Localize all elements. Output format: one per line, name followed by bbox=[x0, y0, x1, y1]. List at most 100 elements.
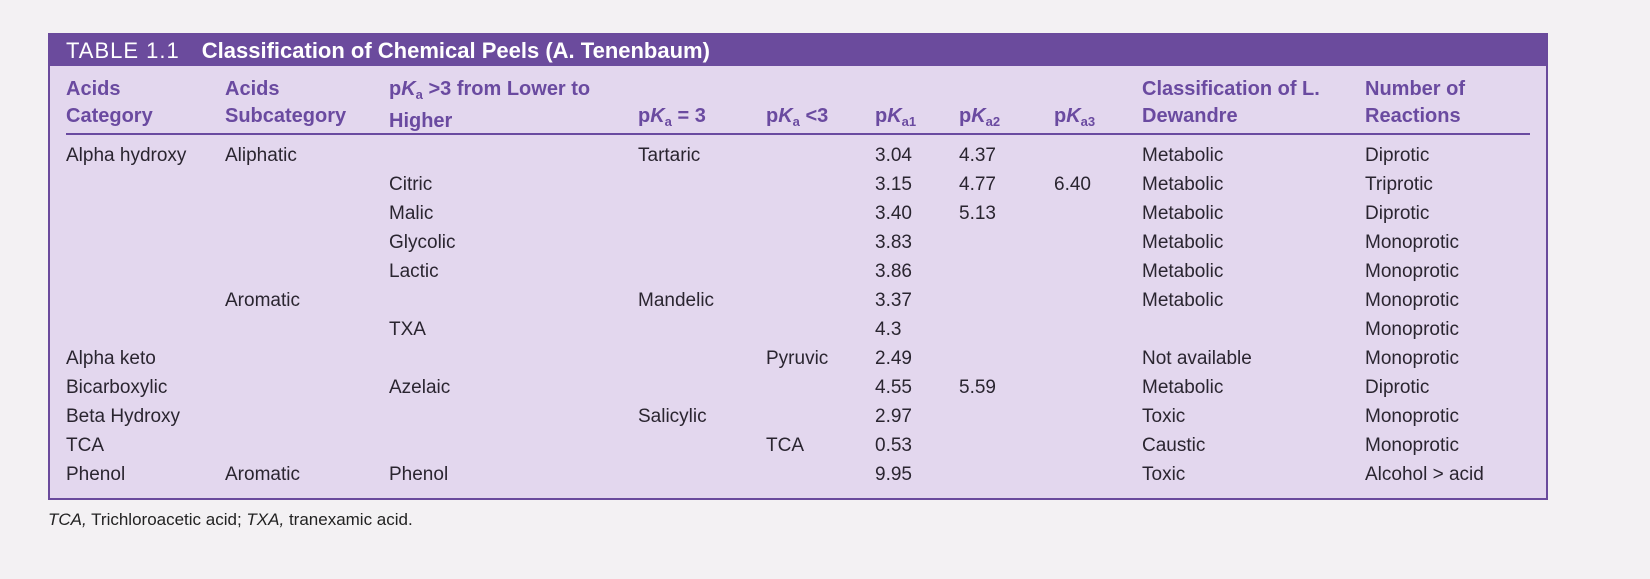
header-number-of-reactions: Number of Reactions bbox=[1365, 76, 1465, 130]
table-cell: 3.37 bbox=[875, 290, 912, 311]
table-cell: 3.15 bbox=[875, 174, 912, 195]
header-line: Subcategory bbox=[225, 105, 347, 127]
footnote-abbr: TCA, bbox=[48, 510, 87, 529]
table-row: Beta Hydroxy Salicylic 2.97 Toxic Monoprotic bbox=[50, 406, 1546, 435]
table-cell: Aliphatic bbox=[225, 145, 297, 166]
header-acids-category: Acids Category bbox=[66, 76, 153, 130]
table-title-bar: TABLE 1.1 Classification of Chemical Pee… bbox=[50, 35, 1546, 66]
table-cell: Malic bbox=[389, 203, 434, 224]
header-part: K bbox=[401, 78, 416, 100]
table-cell: Aromatic bbox=[225, 290, 300, 311]
table-row: Aromatic Mandelic 3.37 Metabolic Monoprotic bbox=[50, 290, 1546, 319]
header-part: K bbox=[1066, 105, 1081, 127]
table-cell: 4.55 bbox=[875, 377, 912, 398]
header-part: p bbox=[959, 105, 972, 127]
table-cell: TCA bbox=[766, 435, 804, 456]
table-cell: Diprotic bbox=[1365, 145, 1430, 166]
header-pka2: pKa2 bbox=[959, 103, 1000, 135]
table-cell: Metabolic bbox=[1142, 145, 1224, 166]
header-part: >3 from Lower to bbox=[422, 78, 591, 100]
table-cell: 3.86 bbox=[875, 261, 912, 282]
header-line: Classification of L. bbox=[1142, 78, 1320, 100]
table-cell: Mandelic bbox=[638, 290, 715, 311]
table-cell: Toxic bbox=[1142, 406, 1186, 427]
table-cell: Phenol bbox=[66, 464, 126, 485]
table-cell: 5.13 bbox=[959, 203, 996, 224]
table-cell: Not available bbox=[1142, 348, 1252, 369]
table-cell: Metabolic bbox=[1142, 203, 1224, 224]
table-cell: 6.40 bbox=[1054, 174, 1091, 195]
table-cell: Diprotic bbox=[1365, 377, 1430, 398]
table-cell: TXA bbox=[389, 319, 426, 340]
table-title: Classification of Chemical Peels (A. Ten… bbox=[201, 37, 710, 63]
table-cell: Monoprotic bbox=[1365, 319, 1459, 340]
header-acids-subcategory: Acids Subcategory bbox=[225, 76, 346, 130]
table-cell: Lactic bbox=[389, 261, 439, 282]
table-cell: Monoprotic bbox=[1365, 290, 1459, 311]
table-cell: 4.37 bbox=[959, 145, 996, 166]
table-row: TXA 4.3 Monoprotic bbox=[50, 319, 1546, 348]
header-part: = 3 bbox=[671, 105, 706, 127]
table-cell: Glycolic bbox=[389, 232, 456, 253]
table-row: Alpha hydroxy Aliphatic Tartaric 3.04 4.37 Me… bbox=[50, 145, 1546, 174]
header-part: K bbox=[887, 105, 902, 127]
table-cell: 2.97 bbox=[875, 406, 912, 427]
header-classification-dewandre: Classification of L. Dewandre bbox=[1142, 76, 1320, 130]
table-cell: Diprotic bbox=[1365, 203, 1430, 224]
header-pka-eq3: pKa = 3 bbox=[638, 103, 706, 135]
header-rule bbox=[66, 133, 1530, 135]
header-part: K bbox=[971, 105, 986, 127]
header-pka-gt3: pKa >3 from Lower to Higher bbox=[389, 76, 590, 135]
table-row: TCA TCA 0.53 Caustic Monoprotic bbox=[50, 435, 1546, 464]
table-cell: Monoprotic bbox=[1365, 435, 1459, 456]
header-part: a3 bbox=[1080, 114, 1096, 129]
header-part: K bbox=[650, 105, 665, 127]
table-cell: Metabolic bbox=[1142, 377, 1224, 398]
table-row: Malic 3.40 5.13 Metabolic Diprotic bbox=[50, 203, 1546, 232]
header-line: Dewandre bbox=[1142, 105, 1238, 127]
table-cell: Metabolic bbox=[1142, 290, 1224, 311]
header-part: p bbox=[389, 78, 402, 100]
table-footnote: TCA, Trichloroacetic acid; TXA, tranexam… bbox=[48, 510, 413, 530]
header-line: pKa >3 from Lower to bbox=[389, 76, 590, 108]
header-line: Higher bbox=[389, 110, 453, 132]
table-row: Alpha keto Pyruvic 2.49 Not available Monopr… bbox=[50, 348, 1546, 377]
header-pka-lt3: pKa <3 bbox=[766, 103, 828, 135]
table-row: Lactic 3.86 Metabolic Monoprotic bbox=[50, 261, 1546, 290]
table-cell: 2.49 bbox=[875, 348, 912, 369]
table-cell: Alpha keto bbox=[66, 348, 156, 369]
header-pka3: pKa3 bbox=[1054, 103, 1095, 135]
table-cell: Salicylic bbox=[638, 406, 707, 427]
table-cell: Monoprotic bbox=[1365, 406, 1459, 427]
table-number: TABLE 1.1 bbox=[66, 37, 180, 63]
table-cell: Alpha hydroxy bbox=[66, 145, 187, 166]
table-cell: 3.83 bbox=[875, 232, 912, 253]
header-part: a bbox=[792, 114, 800, 129]
table-row: Glycolic 3.83 Metabolic Monoprotic bbox=[50, 232, 1546, 261]
header-part: p bbox=[1054, 105, 1067, 127]
footnote-abbr: TXA, bbox=[246, 510, 285, 529]
header-part: <3 bbox=[799, 105, 829, 127]
table-cell: Triprotic bbox=[1365, 174, 1433, 195]
chemical-peels-table: TABLE 1.1 Classification of Chemical Pee… bbox=[48, 33, 1548, 500]
header-part: K bbox=[778, 105, 793, 127]
table-cell: 4.77 bbox=[959, 174, 996, 195]
table-cell: Monoprotic bbox=[1365, 261, 1459, 282]
table-cell: Tartaric bbox=[638, 145, 701, 166]
footnote-def: Trichloroacetic acid; bbox=[86, 510, 247, 529]
table-cell: 5.59 bbox=[959, 377, 996, 398]
header-line: Acids bbox=[66, 78, 121, 100]
header-line: Category bbox=[66, 105, 153, 127]
table-cell: Metabolic bbox=[1142, 261, 1224, 282]
table-cell: Phenol bbox=[389, 464, 449, 485]
table-cell: TCA bbox=[66, 435, 104, 456]
header-part: a bbox=[415, 87, 423, 102]
header-line: Reactions bbox=[1365, 105, 1461, 127]
table-cell: Caustic bbox=[1142, 435, 1206, 456]
table-cell: 9.95 bbox=[875, 464, 912, 485]
table-cell: Monoprotic bbox=[1365, 348, 1459, 369]
table-cell: Beta Hydroxy bbox=[66, 406, 181, 427]
table-cell: Metabolic bbox=[1142, 174, 1224, 195]
table-cell: Bicarboxylic bbox=[66, 377, 168, 398]
header-part: p bbox=[638, 105, 651, 127]
